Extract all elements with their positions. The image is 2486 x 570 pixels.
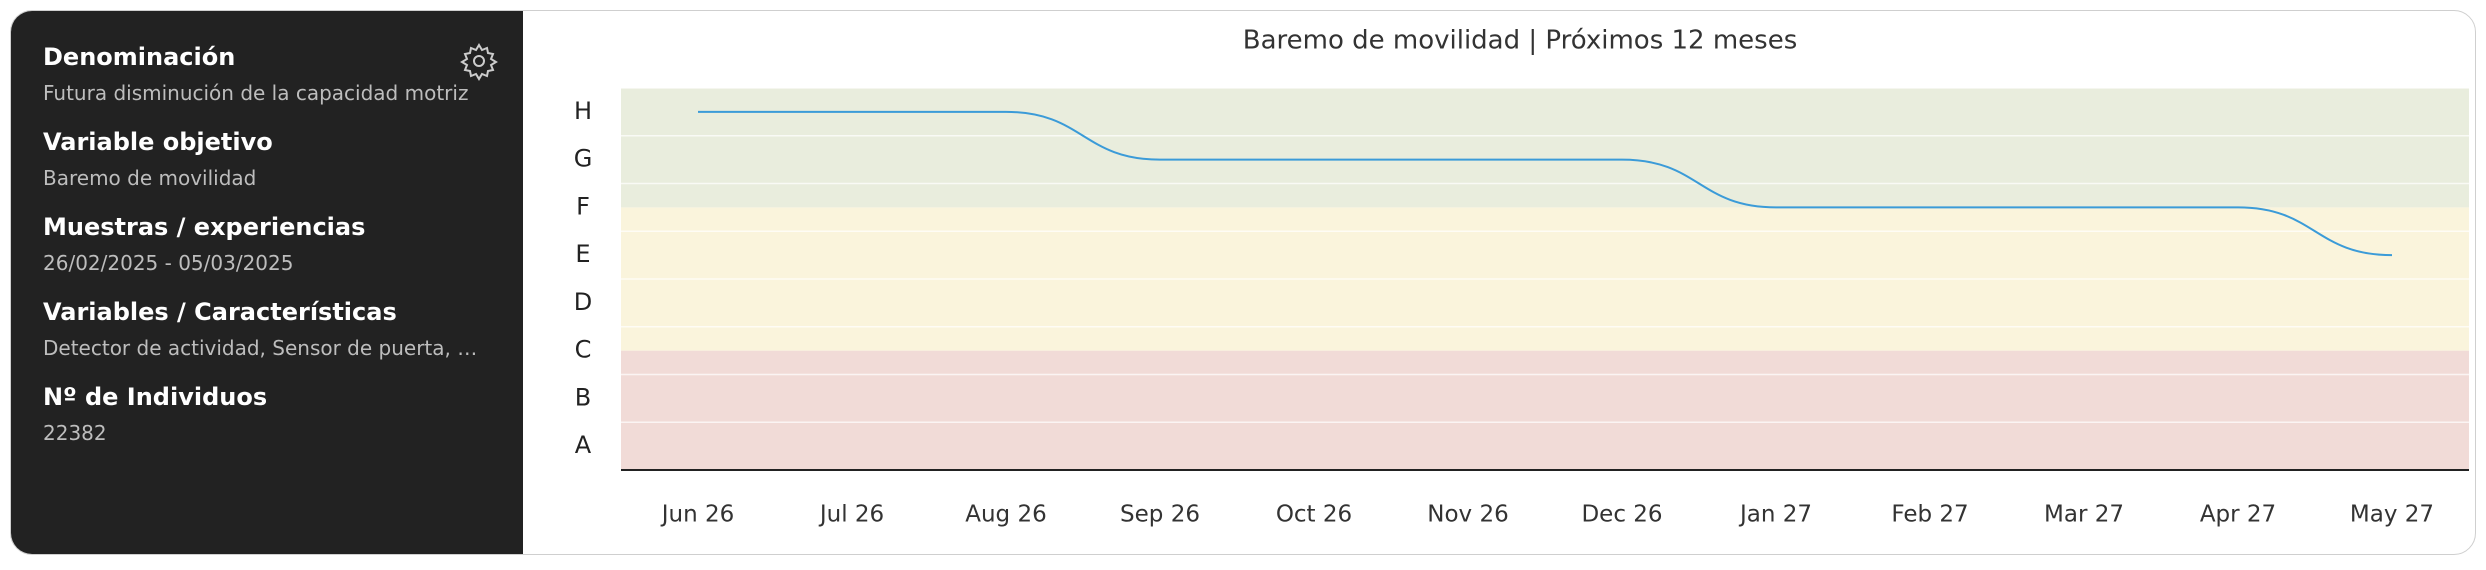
x-tick-label: Feb 27 <box>1891 502 1968 528</box>
zone-band <box>621 88 2469 208</box>
field-value: 22382 <box>43 421 107 445</box>
y-tick-label: E <box>575 240 590 268</box>
settings-button[interactable] <box>459 41 499 81</box>
y-tick-label: B <box>575 383 591 411</box>
x-tick-label: Oct 26 <box>1276 502 1352 528</box>
x-tick-label: Mar 27 <box>2044 502 2124 528</box>
x-tick-label: Aug 26 <box>965 502 1047 528</box>
field-value: Futura disminución de la capacidad motri… <box>43 81 469 105</box>
x-tick-label: Dec 26 <box>1581 502 1662 528</box>
field-label: Denominación <box>43 43 236 71</box>
series-line <box>698 110 2393 257</box>
x-tick-label: Nov 26 <box>1427 502 1508 528</box>
y-tick-label: G <box>574 145 593 173</box>
x-tick-label: May 27 <box>2350 502 2434 528</box>
y-tick-label: A <box>575 431 592 459</box>
x-tick-label: Apr 27 <box>2200 502 2276 528</box>
y-tick-label: D <box>574 288 592 316</box>
field-value: 26/02/2025 - 05/03/2025 <box>43 251 294 275</box>
y-tick-label: F <box>576 192 590 220</box>
x-tick-label: Jul 26 <box>818 502 884 528</box>
x-tick-label: Jan 27 <box>1738 502 1812 528</box>
field-value: Baremo de movilidad <box>43 166 257 190</box>
chart: Baremo de movilidad | Próximos 12 meses … <box>574 26 2469 528</box>
field-label: Nº de Individuos <box>43 383 268 411</box>
field-label: Variable objetivo <box>43 128 273 156</box>
card: Denominación Futura disminución de la cap… <box>10 10 2476 555</box>
zone-band <box>621 350 2469 470</box>
y-tick-label: H <box>574 97 592 125</box>
chart-title: Baremo de movilidad | Próximos 12 meses <box>1243 26 1798 56</box>
field-label: Variables / Características <box>43 298 397 326</box>
sidebar: Denominación Futura disminución de la cap… <box>11 11 523 554</box>
field-value: Detector de actividad, Sensor de puerta,… <box>43 336 478 360</box>
x-tick-label: Sep 26 <box>1120 502 1200 528</box>
y-tick-label: C <box>575 336 592 364</box>
x-tick-label: Jun 26 <box>660 502 735 528</box>
field-label: Muestras / experiencias <box>43 213 366 241</box>
